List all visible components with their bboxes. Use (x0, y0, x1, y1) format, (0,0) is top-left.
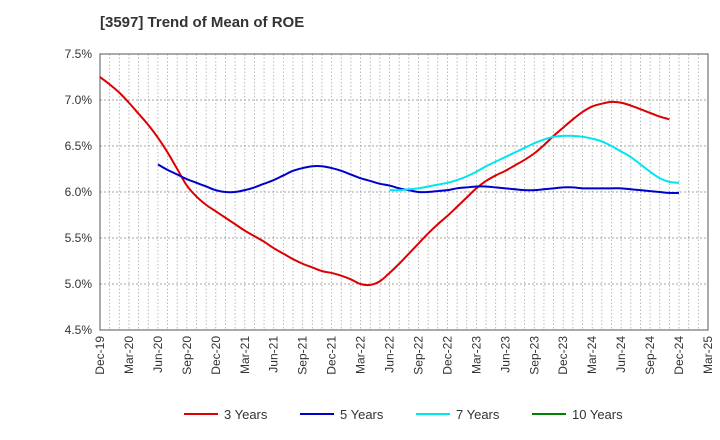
x-tick-label: Sep-21 (296, 336, 310, 375)
series-line-5-years (157, 163, 680, 194)
legend-label: 10 Years (572, 407, 623, 422)
y-tick-label: 7.0% (65, 93, 93, 107)
x-tick-label: Jun-23 (498, 336, 512, 373)
x-tick-label: Mar-21 (238, 336, 252, 374)
x-tick-label: Dec-22 (440, 336, 454, 375)
x-tick-label: Sep-20 (180, 336, 194, 375)
x-tick-label: Sep-24 (643, 336, 657, 375)
x-tick-label: Dec-24 (672, 336, 686, 375)
x-tick-label: Mar-25 (701, 336, 715, 374)
y-tick-label: 4.5% (65, 323, 93, 337)
legend-label: 7 Years (456, 407, 500, 422)
y-tick-label: 5.5% (65, 231, 93, 245)
series-line-3-years (99, 76, 670, 287)
x-tick-label: Mar-20 (122, 336, 136, 374)
y-tick-label: 5.0% (65, 277, 93, 291)
y-tick-label: 6.5% (65, 139, 93, 153)
x-tick-label: Dec-19 (93, 336, 107, 375)
chart-title: [3597] Trend of Mean of ROE (100, 14, 305, 31)
legend: 3 Years 5 Years 7 Years 10 Years (184, 407, 623, 422)
legend-label: 3 Years (224, 407, 268, 422)
axes: 4.5% 5.0% 5.5% 6.0% 6.5% 7.0% 7.5% Dec-19 Mar-20… (65, 47, 715, 375)
x-tick-label: Mar-22 (354, 336, 368, 374)
x-tick-label: Mar-24 (585, 336, 599, 374)
x-tick-label: Mar-23 (469, 336, 483, 374)
x-tick-label: Dec-21 (325, 336, 339, 375)
x-tick-label: Jun-24 (614, 336, 628, 373)
x-tick-label: Sep-22 (411, 336, 425, 375)
x-tick-label: Jun-22 (383, 336, 397, 373)
x-tick-label: Sep-23 (527, 336, 541, 375)
plot-frame (99, 53, 709, 331)
y-tick-label: 7.5% (65, 47, 93, 61)
series-line-7-years (389, 134, 680, 192)
legend-label: 5 Years (340, 407, 384, 422)
x-tick-label: Dec-23 (556, 336, 570, 375)
x-tick-label: Jun-20 (151, 336, 165, 373)
x-tick-label: Dec-20 (209, 336, 223, 375)
series-lines (99, 76, 680, 287)
x-tick-label: Jun-21 (267, 336, 281, 373)
y-tick-label: 6.0% (65, 185, 93, 199)
